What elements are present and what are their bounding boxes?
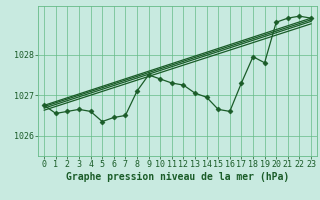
X-axis label: Graphe pression niveau de la mer (hPa): Graphe pression niveau de la mer (hPa)	[66, 172, 289, 182]
